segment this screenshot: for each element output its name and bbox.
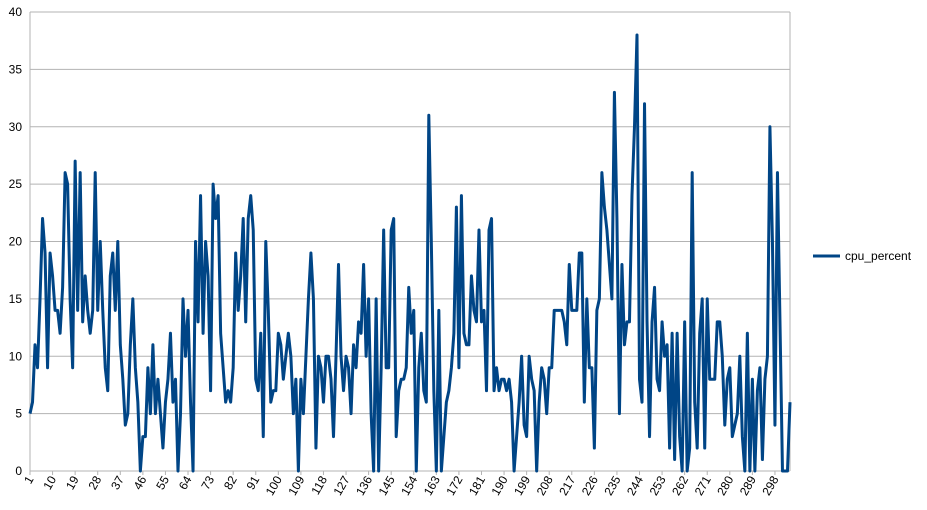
x-tick-label: 127: [330, 473, 352, 498]
x-tick-label: 19: [63, 473, 82, 492]
x-tick-label: 118: [308, 473, 330, 497]
x-tick-label: 136: [353, 473, 375, 498]
y-tick-label: 25: [9, 177, 23, 191]
legend-label: cpu_percent: [845, 249, 912, 263]
y-tick-label: 0: [15, 464, 22, 478]
x-tick-label: 1: [21, 473, 37, 486]
x-tick-label: 181: [466, 473, 488, 498]
x-tick-label: 190: [489, 473, 511, 498]
x-tick-label: 55: [153, 473, 172, 492]
x-tick-label: 64: [176, 473, 195, 492]
x-tick-label: 199: [511, 473, 533, 498]
x-tick-label: 298: [759, 473, 781, 498]
x-tick-label: 208: [534, 473, 556, 498]
x-tick-label: 154: [398, 473, 420, 498]
x-tick-label: 28: [86, 473, 105, 492]
x-tick-label: 172: [443, 473, 465, 498]
y-tick-label: 5: [15, 407, 22, 421]
x-tick-label: 271: [692, 473, 714, 498]
y-tick-label: 15: [9, 292, 23, 306]
x-tick-label: 289: [737, 473, 759, 498]
x-tick-label: 163: [421, 473, 443, 498]
x-tick-label: 262: [669, 473, 691, 498]
x-tick-label: 145: [376, 473, 398, 498]
x-tick-label: 37: [108, 473, 127, 492]
data-line: [28, 33, 792, 473]
x-tick-label: 226: [579, 473, 601, 498]
x-tick-label: 244: [624, 473, 646, 498]
y-tick-label: 40: [9, 5, 23, 19]
x-tick-label: 100: [263, 473, 285, 498]
x-tick-label: 235: [601, 473, 623, 498]
y-tick-label: 20: [9, 235, 23, 249]
x-tick-label: 109: [285, 473, 307, 498]
x-tick-label: 82: [221, 473, 240, 492]
x-tick-label: 46: [131, 473, 150, 492]
x-tick-label: 10: [40, 473, 59, 492]
y-tick-label: 30: [9, 120, 23, 134]
x-tick-label: 280: [714, 473, 736, 498]
y-tick-label: 35: [9, 62, 23, 76]
x-tick-label: 217: [556, 473, 578, 498]
x-tick-label: 253: [647, 473, 669, 498]
x-tick-label: 73: [198, 473, 217, 492]
y-tick-label: 10: [9, 349, 23, 363]
x-tick-label: 91: [244, 473, 263, 492]
